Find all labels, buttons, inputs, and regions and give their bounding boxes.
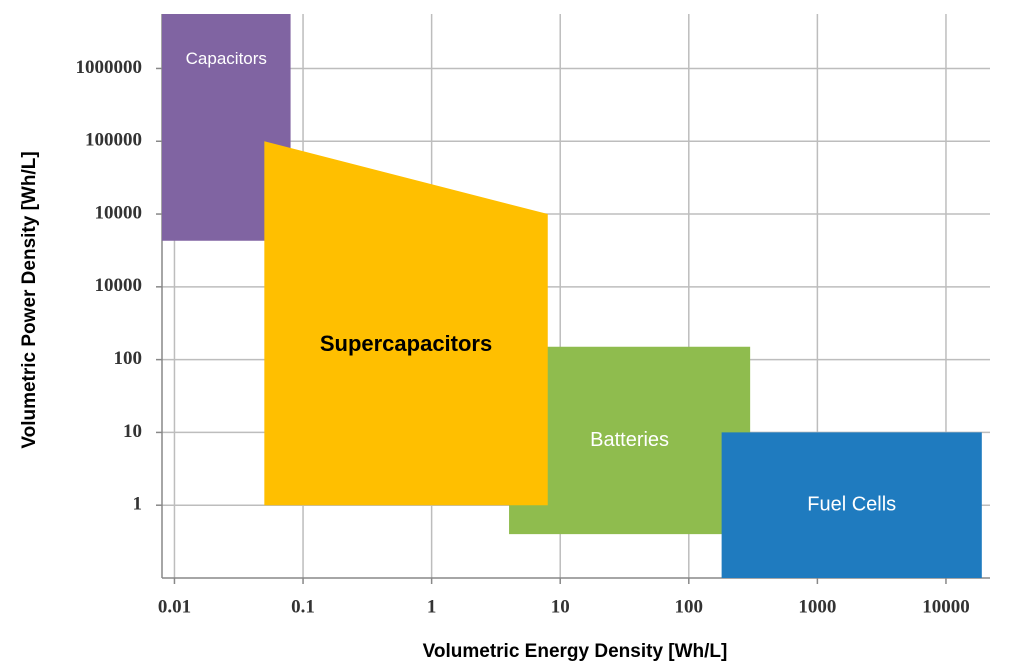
x-tick-label: 1 [427, 596, 437, 617]
y-tick-label: 10000 [95, 202, 143, 223]
region-label: Fuel Cells [807, 493, 896, 515]
region-label: Batteries [590, 429, 669, 451]
region [162, 14, 291, 241]
region [509, 346, 751, 535]
y-tick-label: 1 [133, 494, 143, 515]
x-tick-label: 10000 [922, 596, 970, 617]
y-axis-title: Volumetric Power Density [Wh/L] [19, 151, 40, 448]
x-tick-label: 0.1 [291, 596, 315, 617]
region [721, 432, 982, 578]
x-tick-label: 10 [551, 596, 570, 617]
x-tick-label: 0.01 [158, 596, 191, 617]
region-label: Supercapacitors [320, 331, 492, 356]
y-tick-label: 100000 [85, 130, 142, 151]
x-tick-label: 100 [675, 596, 704, 617]
y-tick-label: 10 [123, 421, 142, 442]
region-label: Capacitors [186, 49, 267, 68]
y-tick-label: 1000000 [76, 57, 143, 78]
x-axis-title: Volumetric Energy Density [Wh/L] [423, 641, 728, 662]
region [264, 141, 548, 506]
y-tick-label: 10000 [95, 275, 143, 296]
x-tick-label: 1000 [798, 596, 836, 617]
y-tick-label: 100 [114, 348, 143, 369]
